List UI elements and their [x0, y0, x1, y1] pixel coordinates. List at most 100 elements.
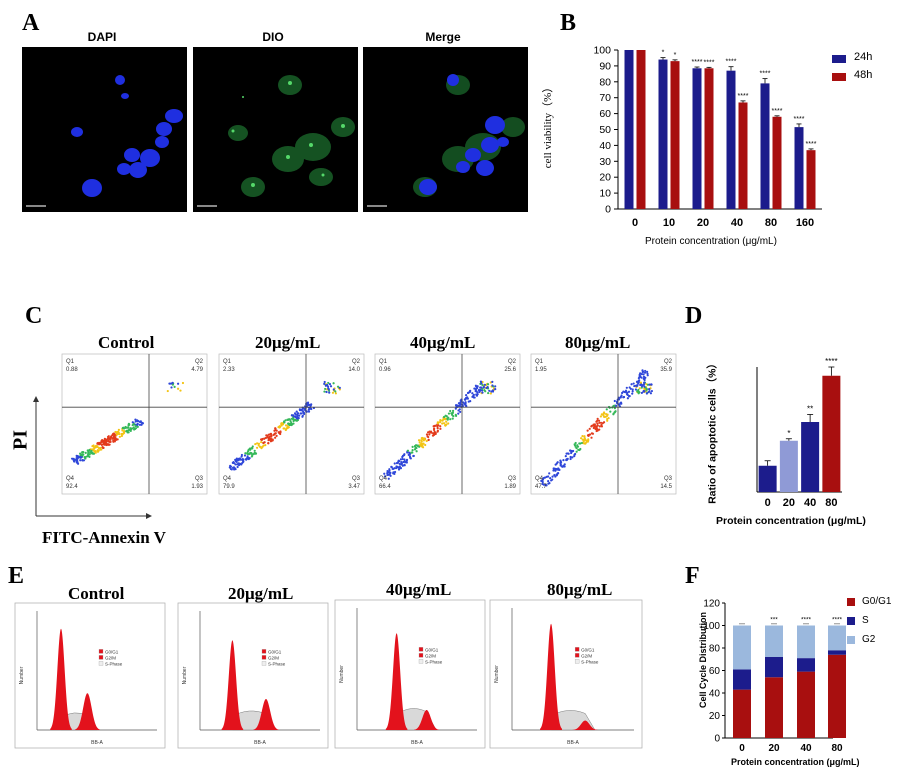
cycle-legend-label: S-Phase — [268, 661, 286, 666]
flow-event — [84, 451, 87, 454]
flow-event — [138, 423, 141, 426]
flow-q1-value: 0.96 — [379, 367, 391, 373]
b-bar — [772, 116, 782, 209]
cycle-g2m-peak — [414, 709, 440, 730]
flow-event — [114, 430, 117, 434]
flow-event — [264, 436, 268, 440]
flow-event — [439, 427, 442, 430]
panel-label-c: C — [25, 303, 43, 329]
flow-event — [585, 441, 588, 444]
flow-event — [118, 435, 121, 438]
flow-event — [284, 428, 288, 431]
flow-event — [480, 389, 484, 392]
flow-event — [124, 426, 127, 429]
cycle-legend-label: G2/M — [268, 655, 279, 660]
flow-event — [612, 413, 615, 416]
flow-q2-value: 14.0 — [348, 367, 360, 373]
flow-event — [615, 404, 618, 407]
flow-event — [332, 388, 335, 391]
flow-event — [597, 419, 601, 422]
flow-event — [575, 447, 578, 450]
flow-event — [387, 477, 390, 480]
flow-event — [291, 417, 295, 420]
flow-event — [617, 403, 621, 406]
flow-event — [100, 443, 103, 447]
d-significance: ** — [807, 405, 813, 414]
flow-q4-name: Q4 — [223, 476, 232, 482]
cycle-g0g1-peak — [50, 628, 72, 730]
flow-event — [109, 440, 112, 443]
flow-event — [422, 439, 425, 442]
flow-event — [131, 421, 134, 424]
flow-event — [296, 417, 299, 420]
flow-event — [439, 425, 442, 428]
flow-event — [445, 420, 448, 423]
flow-event — [637, 388, 640, 392]
flow-event — [598, 421, 601, 424]
b-y-tick-label: 40 — [599, 140, 611, 152]
flow-event — [581, 435, 584, 438]
flow-event — [251, 453, 254, 456]
flow-event — [234, 463, 237, 466]
flow-event — [393, 467, 396, 470]
flow-event — [626, 397, 629, 400]
flow-event — [631, 388, 634, 391]
flow-event — [619, 401, 623, 404]
flow-event — [73, 460, 76, 463]
f-bar-segment — [797, 658, 815, 672]
flow-event — [420, 437, 423, 440]
flow-event — [457, 409, 460, 412]
f-x-tick-label: 80 — [831, 743, 843, 754]
flow-event — [628, 395, 631, 398]
flow-event — [640, 376, 643, 379]
flow-q4-name: Q4 — [66, 476, 75, 482]
flow-event — [596, 424, 599, 427]
flow-event — [486, 385, 489, 389]
flow-event — [582, 440, 585, 443]
b-significance: **** — [772, 108, 783, 115]
f-significance: *** — [770, 617, 778, 624]
flow-title-20: 20μg/mL — [255, 333, 321, 352]
flow-event — [298, 414, 301, 417]
flow-event — [571, 456, 574, 459]
d-x-tick-label: 20 — [783, 497, 795, 509]
flow-event — [91, 451, 94, 454]
flow-event — [586, 434, 590, 437]
flow-q4-value: 92.4 — [66, 484, 78, 490]
cycle-legend-label: G0/G1 — [425, 647, 439, 652]
flow-event — [483, 383, 487, 386]
legend-f-s-swatch — [847, 617, 855, 625]
b-bar — [806, 150, 816, 209]
d-x-tick-label: 0 — [765, 497, 771, 509]
chart-d-xlabel: Protein concentration (μg/mL) — [716, 515, 866, 527]
flow-event — [642, 375, 646, 378]
legend-b-24h-label: 24h — [854, 51, 873, 63]
flow-event — [122, 427, 126, 430]
chart-f-xlabel: Protein concentration (μg/mL) — [731, 757, 860, 767]
flow-event — [323, 380, 326, 384]
f-significance: **** — [832, 617, 843, 624]
flow-event — [488, 389, 491, 392]
cycle-x-label: BB-A — [411, 740, 423, 746]
flow-event — [433, 427, 436, 430]
flow-event — [428, 433, 431, 436]
b-y-tick-label: 70 — [599, 92, 611, 104]
flow-event — [386, 471, 389, 474]
cycle-g2m-peak — [253, 698, 279, 730]
flow-event — [82, 459, 86, 462]
flow-event — [442, 422, 446, 425]
b-x-tick-label: 20 — [697, 217, 709, 229]
flow-event — [327, 388, 330, 391]
flow-event — [459, 399, 462, 402]
flow-event — [643, 371, 647, 374]
flow-event — [287, 418, 291, 421]
flow-event — [631, 392, 634, 395]
flow-event — [471, 392, 474, 395]
flow-event — [601, 422, 604, 425]
flow-event — [569, 457, 572, 461]
b-y-tick-label: 90 — [599, 60, 611, 72]
flow-event — [112, 437, 116, 440]
flow-event — [472, 393, 475, 397]
